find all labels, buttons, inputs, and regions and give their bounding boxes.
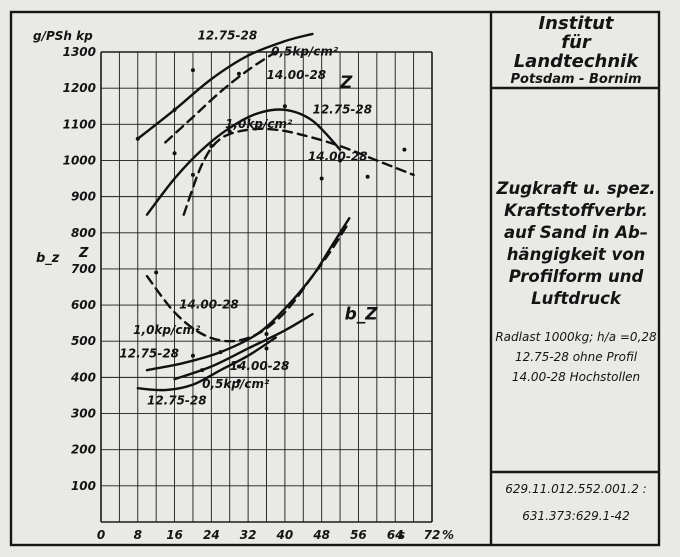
- y-tick-label: 800: [71, 226, 96, 240]
- institute-city: Potsdam - Bornim: [510, 72, 642, 87]
- x-tick-label: 56: [350, 528, 367, 542]
- x-tick-label: 64: [387, 528, 404, 542]
- y-tick-label: 100: [71, 479, 96, 493]
- series-annotation: 14.00-28: [230, 359, 290, 373]
- series-annotation: b_Z: [345, 305, 379, 325]
- y-tick-label: 200: [71, 443, 96, 457]
- data-point: [402, 147, 407, 152]
- x-tick-label: 16: [166, 528, 183, 542]
- x-tick-label: 0: [97, 528, 105, 542]
- data-point: [236, 379, 241, 383]
- data-point: [319, 176, 324, 181]
- series-line: [164, 50, 277, 144]
- series-annotation: 0,5kp/cm²: [202, 377, 270, 391]
- chart-grid: 1002003004005006007008009001000110012001…: [63, 45, 441, 542]
- classification-code: 631.373:629.1-42: [522, 509, 630, 523]
- y-tick-label: 400: [70, 370, 96, 384]
- institute-fuer: für: [561, 32, 591, 53]
- data-point: [172, 151, 177, 156]
- data-point: [227, 129, 232, 134]
- x-axis-unit: %: [442, 528, 454, 542]
- description-line: Zugkraft u. spez.: [496, 179, 656, 198]
- series-annotation: Z: [339, 73, 353, 93]
- data-point: [338, 158, 343, 163]
- data-point: [190, 172, 195, 177]
- x-tick-label: 40: [276, 528, 294, 542]
- y-tick-label: 1200: [63, 81, 96, 95]
- data-point: [264, 332, 269, 336]
- tyre-profile-line: 14.00-28 Hochstollen: [511, 370, 641, 384]
- data-point: [172, 107, 177, 112]
- y-axis-symbol-bz: b_z: [36, 251, 60, 266]
- series-line: [182, 127, 415, 216]
- y-tick-label: 900: [71, 190, 96, 204]
- series-annotation: 12.75-28: [119, 347, 179, 361]
- y-tick-label: 300: [71, 407, 96, 421]
- y-tick-label: 500: [71, 334, 96, 348]
- series-annotation: 1,0kp/cm²: [133, 323, 201, 337]
- classification-code: 629.11.012.552.001.2 :: [505, 482, 647, 496]
- x-axis-label: s: [398, 528, 405, 542]
- series-line: [136, 336, 277, 392]
- data-point: [154, 270, 159, 275]
- series-annotation: 0,5kp/cm²: [271, 45, 339, 59]
- data-point: [200, 368, 205, 373]
- x-tick-label: 8: [134, 528, 142, 542]
- data-point: [264, 346, 269, 351]
- description-line: auf Sand in Ab–: [503, 223, 649, 242]
- chart-description: Zugkraft u. spez. Kraftstoffverbr. auf S…: [493, 178, 659, 310]
- y-tick-label: 1100: [63, 117, 96, 131]
- chart-series: [136, 32, 415, 392]
- data-point: [236, 364, 241, 369]
- data-point: [209, 144, 214, 148]
- description-line: Profilform und: [508, 267, 644, 286]
- chart-labels: 12.75-28 0,5kp/cm² 14.00-28 Z 12.75-28 1,0kp/…: [119, 28, 378, 407]
- series-annotation: 12.75-28: [147, 394, 207, 408]
- data-point: [190, 68, 195, 73]
- data-point: [365, 174, 370, 179]
- institute-name: Institut: [538, 13, 614, 34]
- series-annotation: 12.75-28: [198, 28, 258, 42]
- y-tick-label: 1300: [63, 45, 96, 59]
- data-point: [282, 104, 287, 109]
- test-conditions: Radlast 1000kg; h/a =0,28 12.75-28 ohne …: [493, 327, 659, 387]
- data-point: [236, 71, 241, 76]
- series-line: [173, 312, 314, 381]
- chart-markers: [135, 68, 407, 383]
- data-point: [218, 350, 223, 355]
- series-annotation: 14.00-28: [267, 68, 327, 82]
- series-annotation: 12.75-28: [312, 102, 372, 116]
- wheel-load-line: Radlast 1000kg; h/a =0,28: [495, 330, 657, 344]
- x-tick-label: 72: [424, 528, 441, 542]
- x-tick-label: 48: [312, 528, 330, 542]
- series-annotation: 1,0kp/cm²: [225, 117, 293, 131]
- description-line: Kraftstoffverbr.: [504, 201, 648, 220]
- series-line: [136, 32, 314, 140]
- description-line: hängigkeit von: [506, 245, 646, 264]
- series-annotation: 14.00-28: [179, 298, 239, 312]
- description-panel: Zugkraft u. spez. Kraftstoffverbr. auf S…: [493, 90, 659, 470]
- x-tick-label: 32: [240, 528, 257, 542]
- classification-codes: 629.11.012.552.001.2 : 631.373:629.1-42: [493, 476, 659, 530]
- y-tick-label: 1000: [63, 153, 96, 167]
- series-line: [145, 108, 342, 216]
- institute-landtechnik: Landtechnik: [513, 51, 639, 72]
- data-point: [135, 136, 140, 141]
- series-line: [145, 217, 351, 372]
- y-tick-label: 600: [71, 298, 96, 312]
- data-point: [190, 353, 195, 358]
- y-tick-label: 700: [71, 262, 96, 276]
- institute-block: Institut für Landtechnik Potsdam - Borni…: [493, 12, 659, 88]
- description-line: Luftdruck: [531, 289, 621, 308]
- y-axis-symbol-z: Z: [78, 246, 89, 261]
- series-annotation: 14.00-28: [308, 149, 368, 163]
- tyre-profile-line: 12.75-28 ohne Profil: [514, 350, 638, 364]
- y-axis-unit-label: g/PSh kp: [33, 29, 93, 43]
- x-tick-label: 24: [203, 528, 220, 542]
